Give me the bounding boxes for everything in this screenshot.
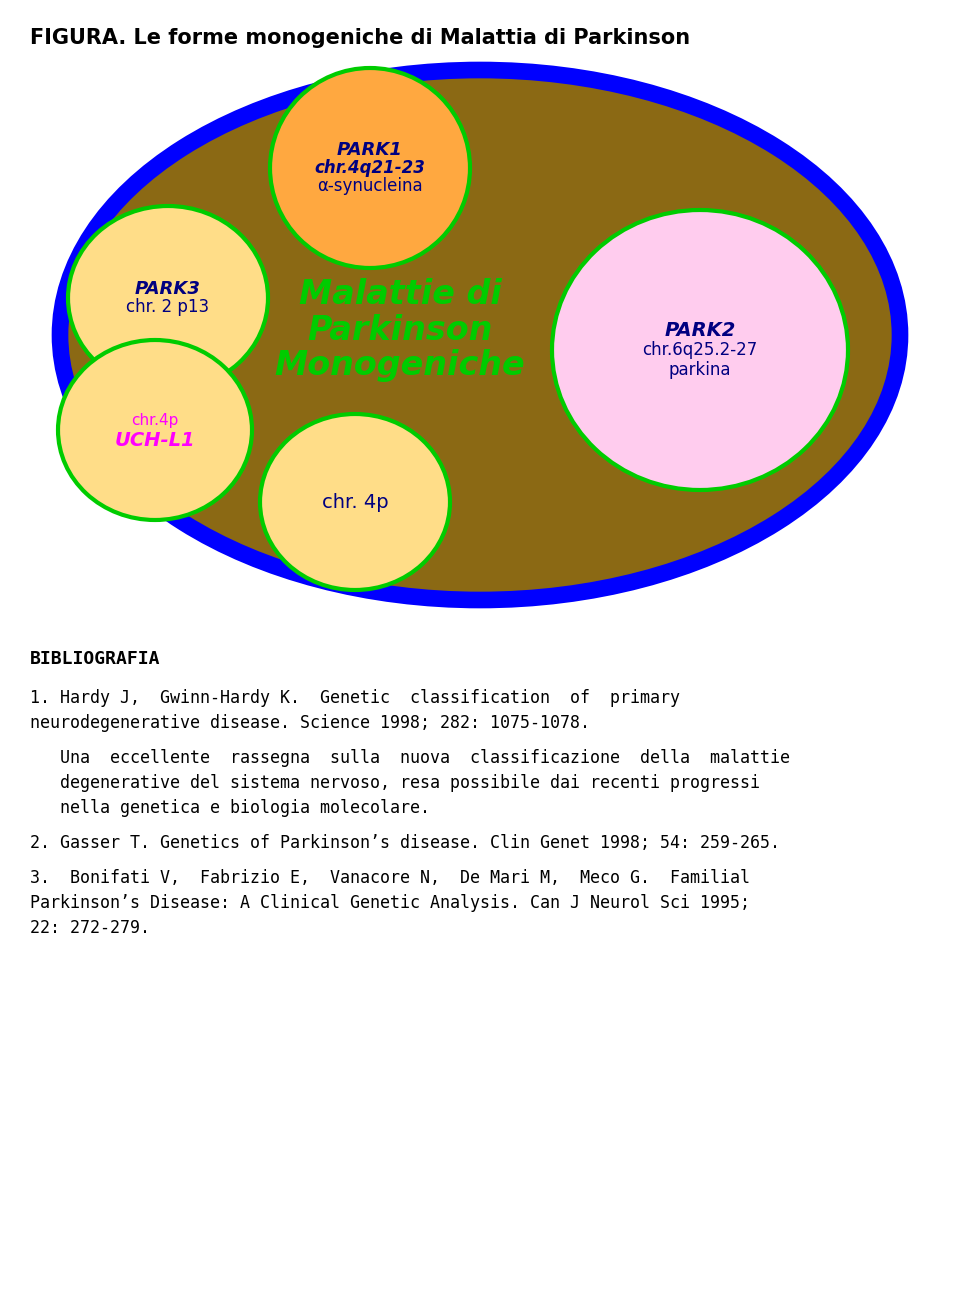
Text: chr.4q21-23: chr.4q21-23 (315, 159, 425, 177)
Ellipse shape (270, 68, 470, 268)
Text: chr.4p: chr.4p (132, 412, 179, 428)
Text: UCH-L1: UCH-L1 (114, 431, 195, 450)
Text: chr.6q25.2-27: chr.6q25.2-27 (642, 342, 757, 360)
Text: α-synucleina: α-synucleina (317, 177, 422, 195)
Text: 1. Hardy J,  Gwinn-Hardy K.  Genetic  classification  of  primary
neurodegenerat: 1. Hardy J, Gwinn-Hardy K. Genetic class… (30, 690, 680, 732)
Text: Monogeniche: Monogeniche (275, 349, 525, 383)
Text: BIBLIOGRAFIA: BIBLIOGRAFIA (30, 650, 160, 668)
Ellipse shape (58, 340, 252, 519)
Ellipse shape (60, 70, 900, 599)
Text: FIGURA. Le forme monogeniche di Malattia di Parkinson: FIGURA. Le forme monogeniche di Malattia… (30, 28, 690, 48)
Text: chr. 2 p13: chr. 2 p13 (127, 298, 209, 316)
Text: Una  eccellente  rassegna  sulla  nuova  classificazione  della  malattie
   deg: Una eccellente rassegna sulla nuova clas… (30, 749, 790, 817)
Text: 3.  Bonifati V,  Fabrizio E,  Vanacore N,  De Mari M,  Meco G.  Familial
Parkins: 3. Bonifati V, Fabrizio E, Vanacore N, D… (30, 869, 750, 937)
Text: chr. 4p: chr. 4p (322, 492, 388, 512)
Text: Parkinson: Parkinson (307, 313, 492, 347)
Ellipse shape (552, 210, 848, 490)
Text: PARK2: PARK2 (664, 321, 735, 339)
Ellipse shape (260, 414, 450, 590)
Ellipse shape (68, 206, 268, 391)
Text: PARK1: PARK1 (337, 141, 403, 159)
Text: parkina: parkina (669, 361, 732, 379)
Text: Malattie di: Malattie di (299, 277, 501, 311)
Text: 2. Gasser T. Genetics of Parkinson’s disease. Clin Genet 1998; 54: 259-265.: 2. Gasser T. Genetics of Parkinson’s dis… (30, 834, 780, 852)
Text: PARK3: PARK3 (135, 280, 201, 298)
